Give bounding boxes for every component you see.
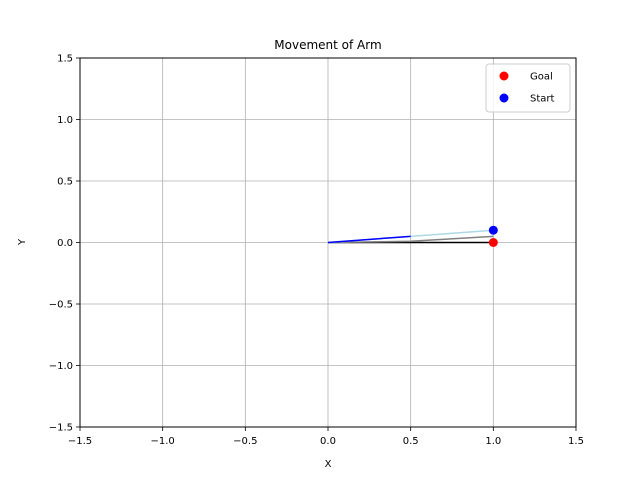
y-tick-label-0: −1.5: [49, 423, 73, 434]
legend-box: [485, 63, 571, 113]
x-tick-label-4: 0.5: [403, 436, 419, 447]
x-tick-label-2: −0.5: [233, 436, 257, 447]
y-axis-ticks: −1.5 −1.0 −0.5 0.0 0.5 1.0 1.5: [49, 54, 80, 434]
y-axis-label: Y: [17, 238, 28, 246]
y-tick-label-1: −1.0: [49, 361, 73, 372]
goal-point: [488, 238, 498, 247]
x-tick-label-1: −1.0: [151, 436, 175, 447]
chart-title: Movement of Arm: [274, 38, 381, 52]
arm-segment-1: [327, 235, 494, 244]
start-point: [488, 225, 498, 235]
legend-label-start: Start: [530, 94, 555, 105]
y-tick-label-3: 0.0: [57, 238, 73, 249]
y-tick-label-5: 1.0: [57, 115, 73, 126]
legend-marker-goal: [499, 71, 509, 81]
y-tick-label-6: 1.5: [57, 54, 73, 65]
x-axis-ticks: −1.5 −1.0 −0.5 0.0 0.5 1.0 1.5: [68, 427, 584, 447]
marker-points: [488, 225, 498, 247]
arm-segments: [327, 229, 494, 244]
x-tick-label-6: 1.5: [568, 436, 584, 447]
x-tick-label-0: −1.5: [68, 436, 92, 447]
x-tick-label-5: 1.0: [485, 436, 501, 447]
y-tick-label-2: −0.5: [49, 300, 73, 311]
y-tick-label-4: 0.5: [57, 177, 73, 188]
legend: Goal Start: [485, 63, 571, 113]
arm-segment-3: [327, 235, 411, 244]
legend-label-goal: Goal: [530, 72, 553, 83]
x-tick-label-3: 0.0: [320, 436, 336, 447]
x-axis-label: X: [325, 459, 332, 470]
legend-marker-start: [499, 93, 509, 103]
